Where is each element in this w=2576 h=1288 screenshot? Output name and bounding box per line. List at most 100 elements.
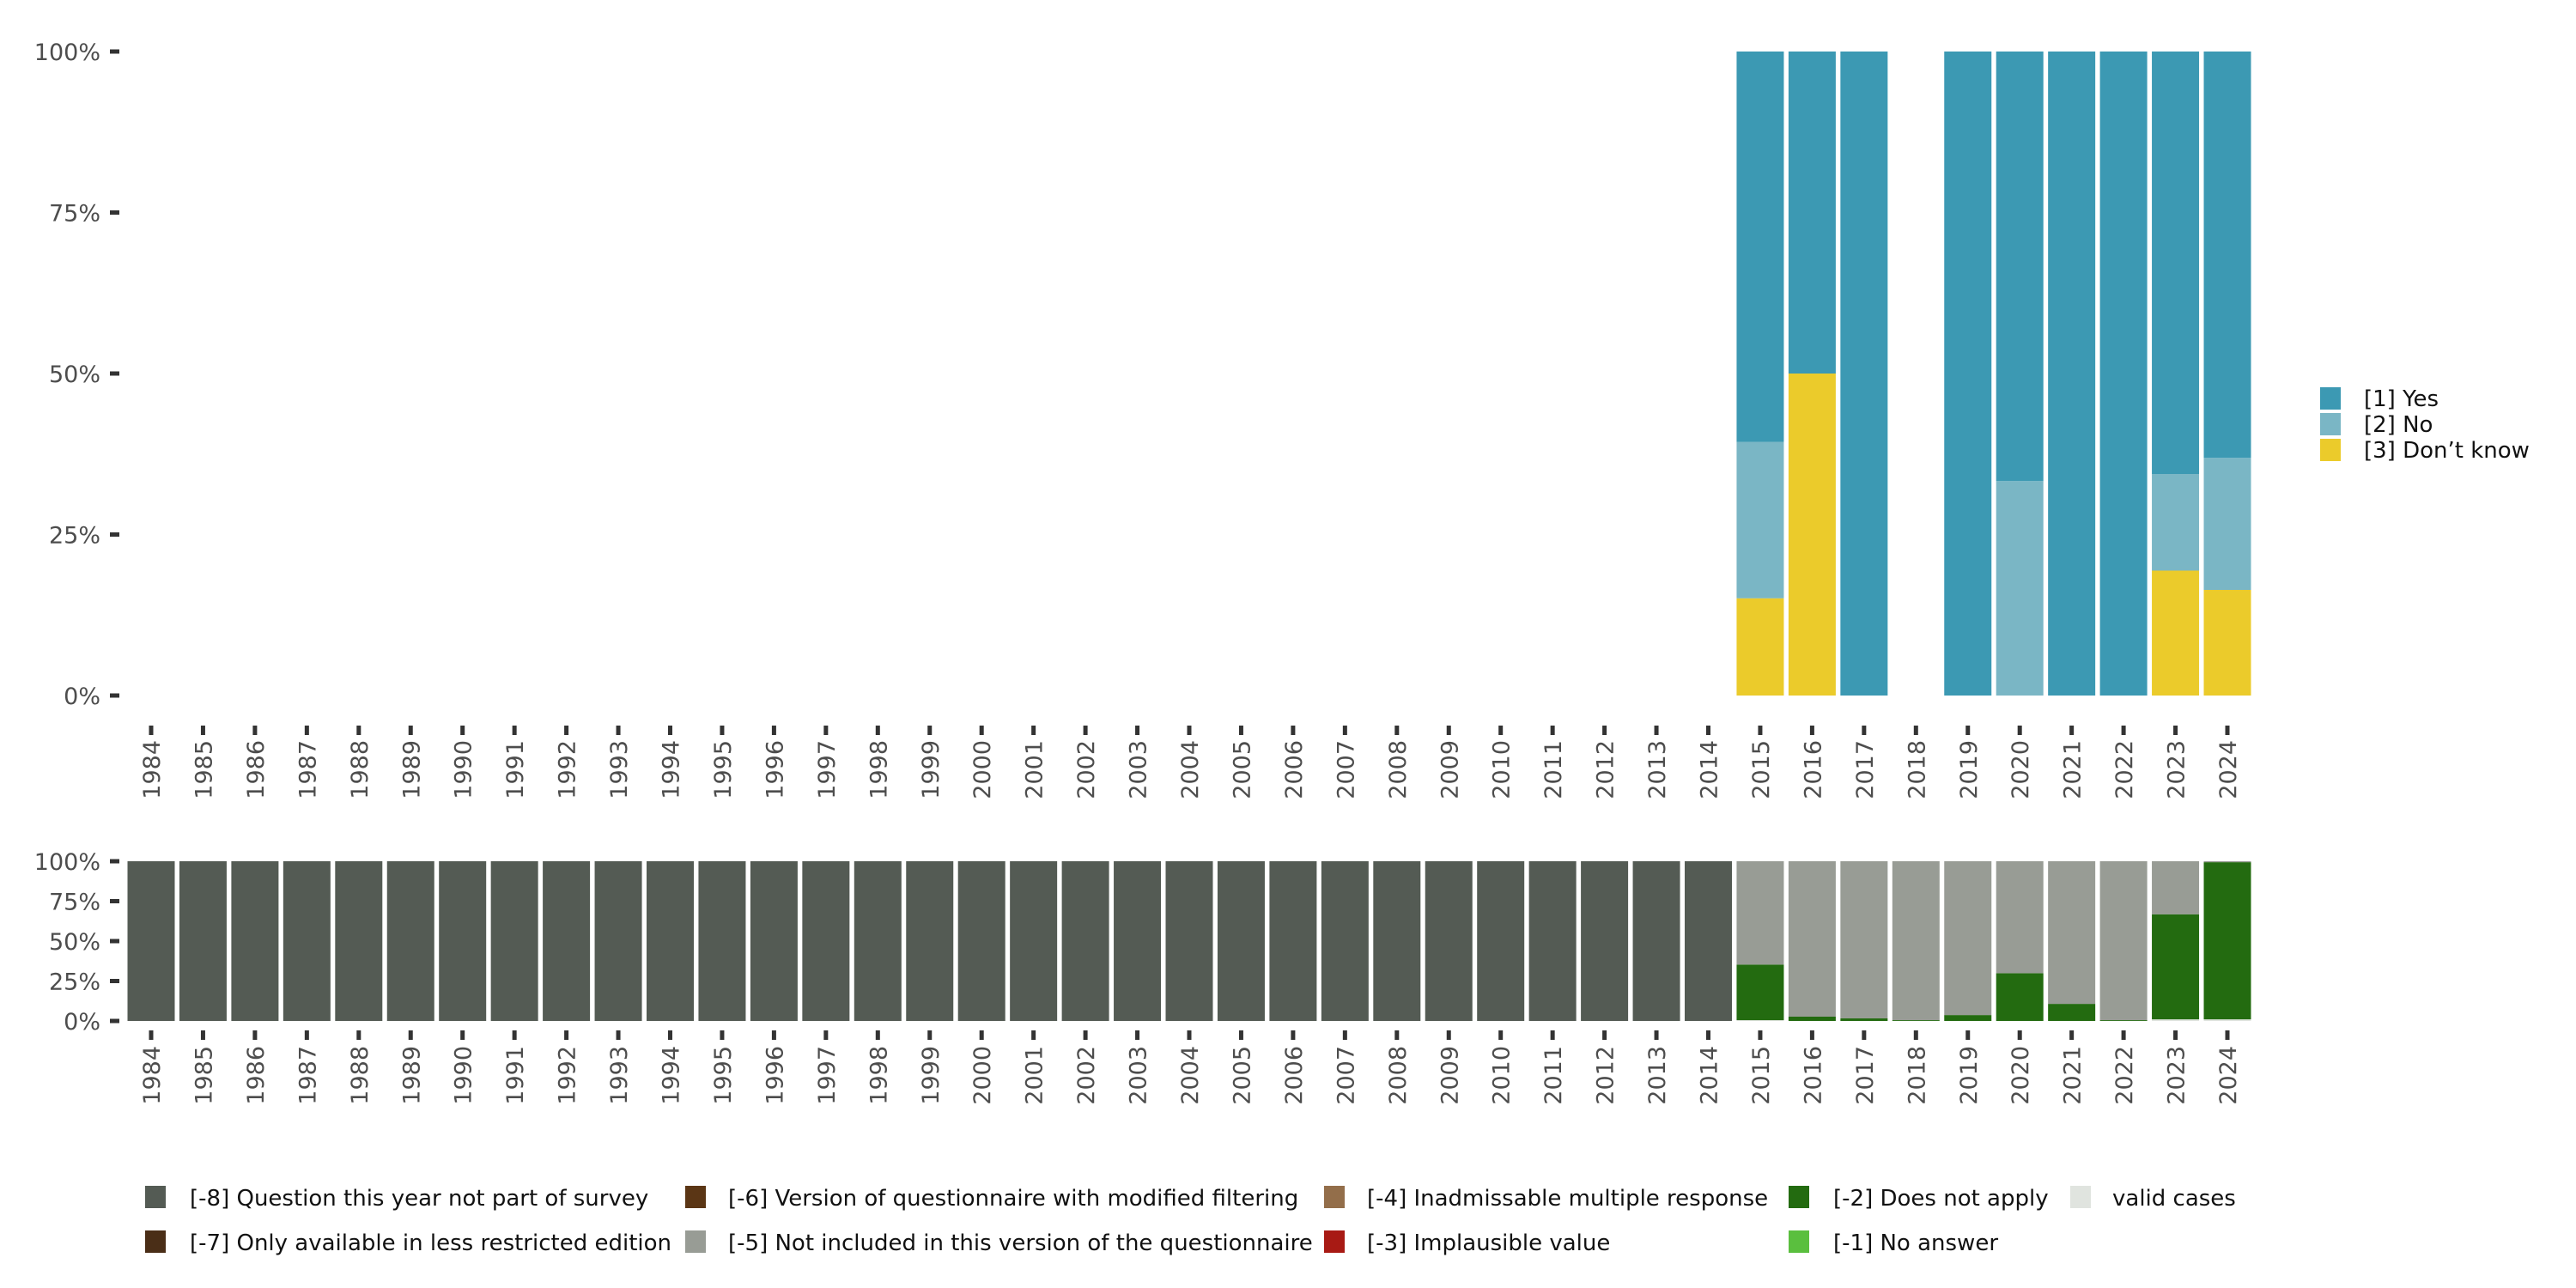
top-legend: [1] Yes[2] No[3] Don’t know [2320, 386, 2530, 464]
x-tick-label: 1997 [814, 740, 841, 799]
x-tick [823, 726, 829, 735]
x-tick-label: 2006 [1281, 740, 1308, 799]
x-tick-label: 2017 [1852, 1046, 1879, 1105]
x-tick-label: 2018 [1904, 740, 1930, 799]
bar-segment [1736, 598, 1784, 696]
bar-segment [1736, 964, 1784, 1021]
x-tick-label: 2001 [1022, 1046, 1048, 1105]
x-tick [616, 1030, 621, 1040]
x-tick-label: 2007 [1333, 740, 1359, 799]
legend-label: [-4] Inadmissable multiple response [1367, 1186, 1768, 1212]
x-tick [2173, 1030, 2178, 1040]
x-tick [356, 726, 361, 735]
bar-segment [2152, 861, 2200, 914]
x-tick-label: 2005 [1229, 740, 1255, 799]
x-tick [1031, 1030, 1036, 1040]
x-tick [564, 726, 569, 735]
x-tick-label: 1986 [243, 1046, 270, 1105]
x-tick-label: 2021 [2060, 1046, 2087, 1105]
x-tick-label: 2024 [2215, 1046, 2242, 1105]
bar-segment [802, 861, 850, 1021]
bar-segment [854, 861, 902, 1021]
x-tick-label: 2011 [1540, 740, 1567, 799]
x-tick-label: 2020 [2008, 740, 2034, 799]
bar-segment [906, 861, 954, 1021]
y-tick [110, 859, 119, 864]
x-tick-label: 1988 [347, 1046, 374, 1105]
x-tick-label: 1996 [762, 1046, 788, 1105]
x-tick [1758, 726, 1763, 735]
x-tick [2017, 1030, 2022, 1040]
x-tick [1446, 1030, 1451, 1040]
y-tick-label: 100% [34, 39, 100, 66]
y-tick [110, 49, 119, 54]
bar-segment [2152, 570, 2200, 696]
x-tick-label: 2012 [1593, 740, 1619, 799]
legend-label: [-3] Implausible value [1367, 1230, 1610, 1256]
x-tick-label: 2002 [1073, 740, 1100, 799]
x-tick [1862, 1030, 1867, 1040]
y-tick-label: 50% [49, 361, 100, 388]
x-tick-label: 1992 [555, 1046, 581, 1105]
bar-segment [1788, 374, 1836, 696]
x-tick [2225, 1030, 2230, 1040]
x-tick [1758, 1030, 1763, 1040]
bar-segment [283, 861, 331, 1021]
x-tick-label: 1993 [606, 740, 633, 799]
x-tick-label: 2010 [1489, 740, 1516, 799]
y-tick [110, 532, 119, 537]
x-tick [564, 1030, 569, 1040]
x-tick [1965, 1030, 1971, 1040]
legend-label: [2] No [2364, 412, 2433, 438]
x-tick [2017, 726, 2022, 735]
x-tick [668, 1030, 672, 1040]
x-tick [979, 726, 984, 735]
x-tick-label: 1998 [866, 1046, 892, 1105]
x-tick [1706, 726, 1710, 735]
legend-swatch [2070, 1186, 2091, 1208]
bar-segment [2099, 52, 2148, 696]
x-tick-label: 1987 [295, 740, 321, 799]
bar-segment [2152, 914, 2200, 1020]
bar-segment [1425, 861, 1473, 1021]
x-tick-label: 2005 [1229, 1046, 1255, 1105]
bottom-plot-missing-values: 1984 1985 1986 1987 1988 1989 1990 1991 1992 1993… [34, 849, 2251, 1105]
bar-segment [2203, 590, 2251, 696]
bar-segment [1114, 861, 1162, 1021]
x-tick [1602, 726, 1607, 735]
x-tick [1238, 726, 1243, 735]
bar-segment [750, 861, 798, 1021]
x-tick [1913, 1030, 1918, 1040]
x-tick-label: 2003 [1126, 1046, 1152, 1105]
y-tick [110, 939, 119, 944]
y-tick [110, 1018, 119, 1024]
bar-segment [1685, 861, 1732, 1021]
x-tick [252, 726, 258, 735]
x-tick-label: 2016 [1800, 1046, 1826, 1105]
bar-segment [1944, 861, 1992, 1016]
bar-segment [1736, 1020, 1784, 1021]
legend-swatch [145, 1230, 166, 1253]
y-tick-label: 25% [49, 523, 100, 550]
x-tick [1913, 726, 1918, 735]
bar-segment [2048, 1004, 2096, 1021]
x-tick [512, 1030, 517, 1040]
bar-segment [179, 861, 227, 1021]
bar-segment [386, 861, 434, 1021]
x-tick-label: 2011 [1540, 1046, 1567, 1105]
x-tick-label: 1997 [814, 1046, 841, 1105]
bar-segment [2048, 52, 2096, 696]
top-plot-responses: 1984 1985 1986 1987 1988 1989 1990 1991 1992 1993… [34, 39, 2251, 799]
x-tick [1238, 1030, 1243, 1040]
bar-segment [1944, 1015, 1992, 1021]
x-tick [252, 1030, 258, 1040]
x-tick-label: 2019 [1956, 740, 1983, 799]
x-tick [408, 1030, 413, 1040]
legend-label: valid cases [2112, 1186, 2236, 1212]
x-tick-label: 2014 [1697, 1046, 1723, 1105]
x-tick-label: 1985 [191, 1046, 217, 1105]
bar-segment [1840, 861, 1888, 1019]
bar-segment [2203, 861, 2251, 863]
bar-segment [127, 861, 175, 1021]
x-tick-label: 2004 [1177, 1046, 1204, 1105]
